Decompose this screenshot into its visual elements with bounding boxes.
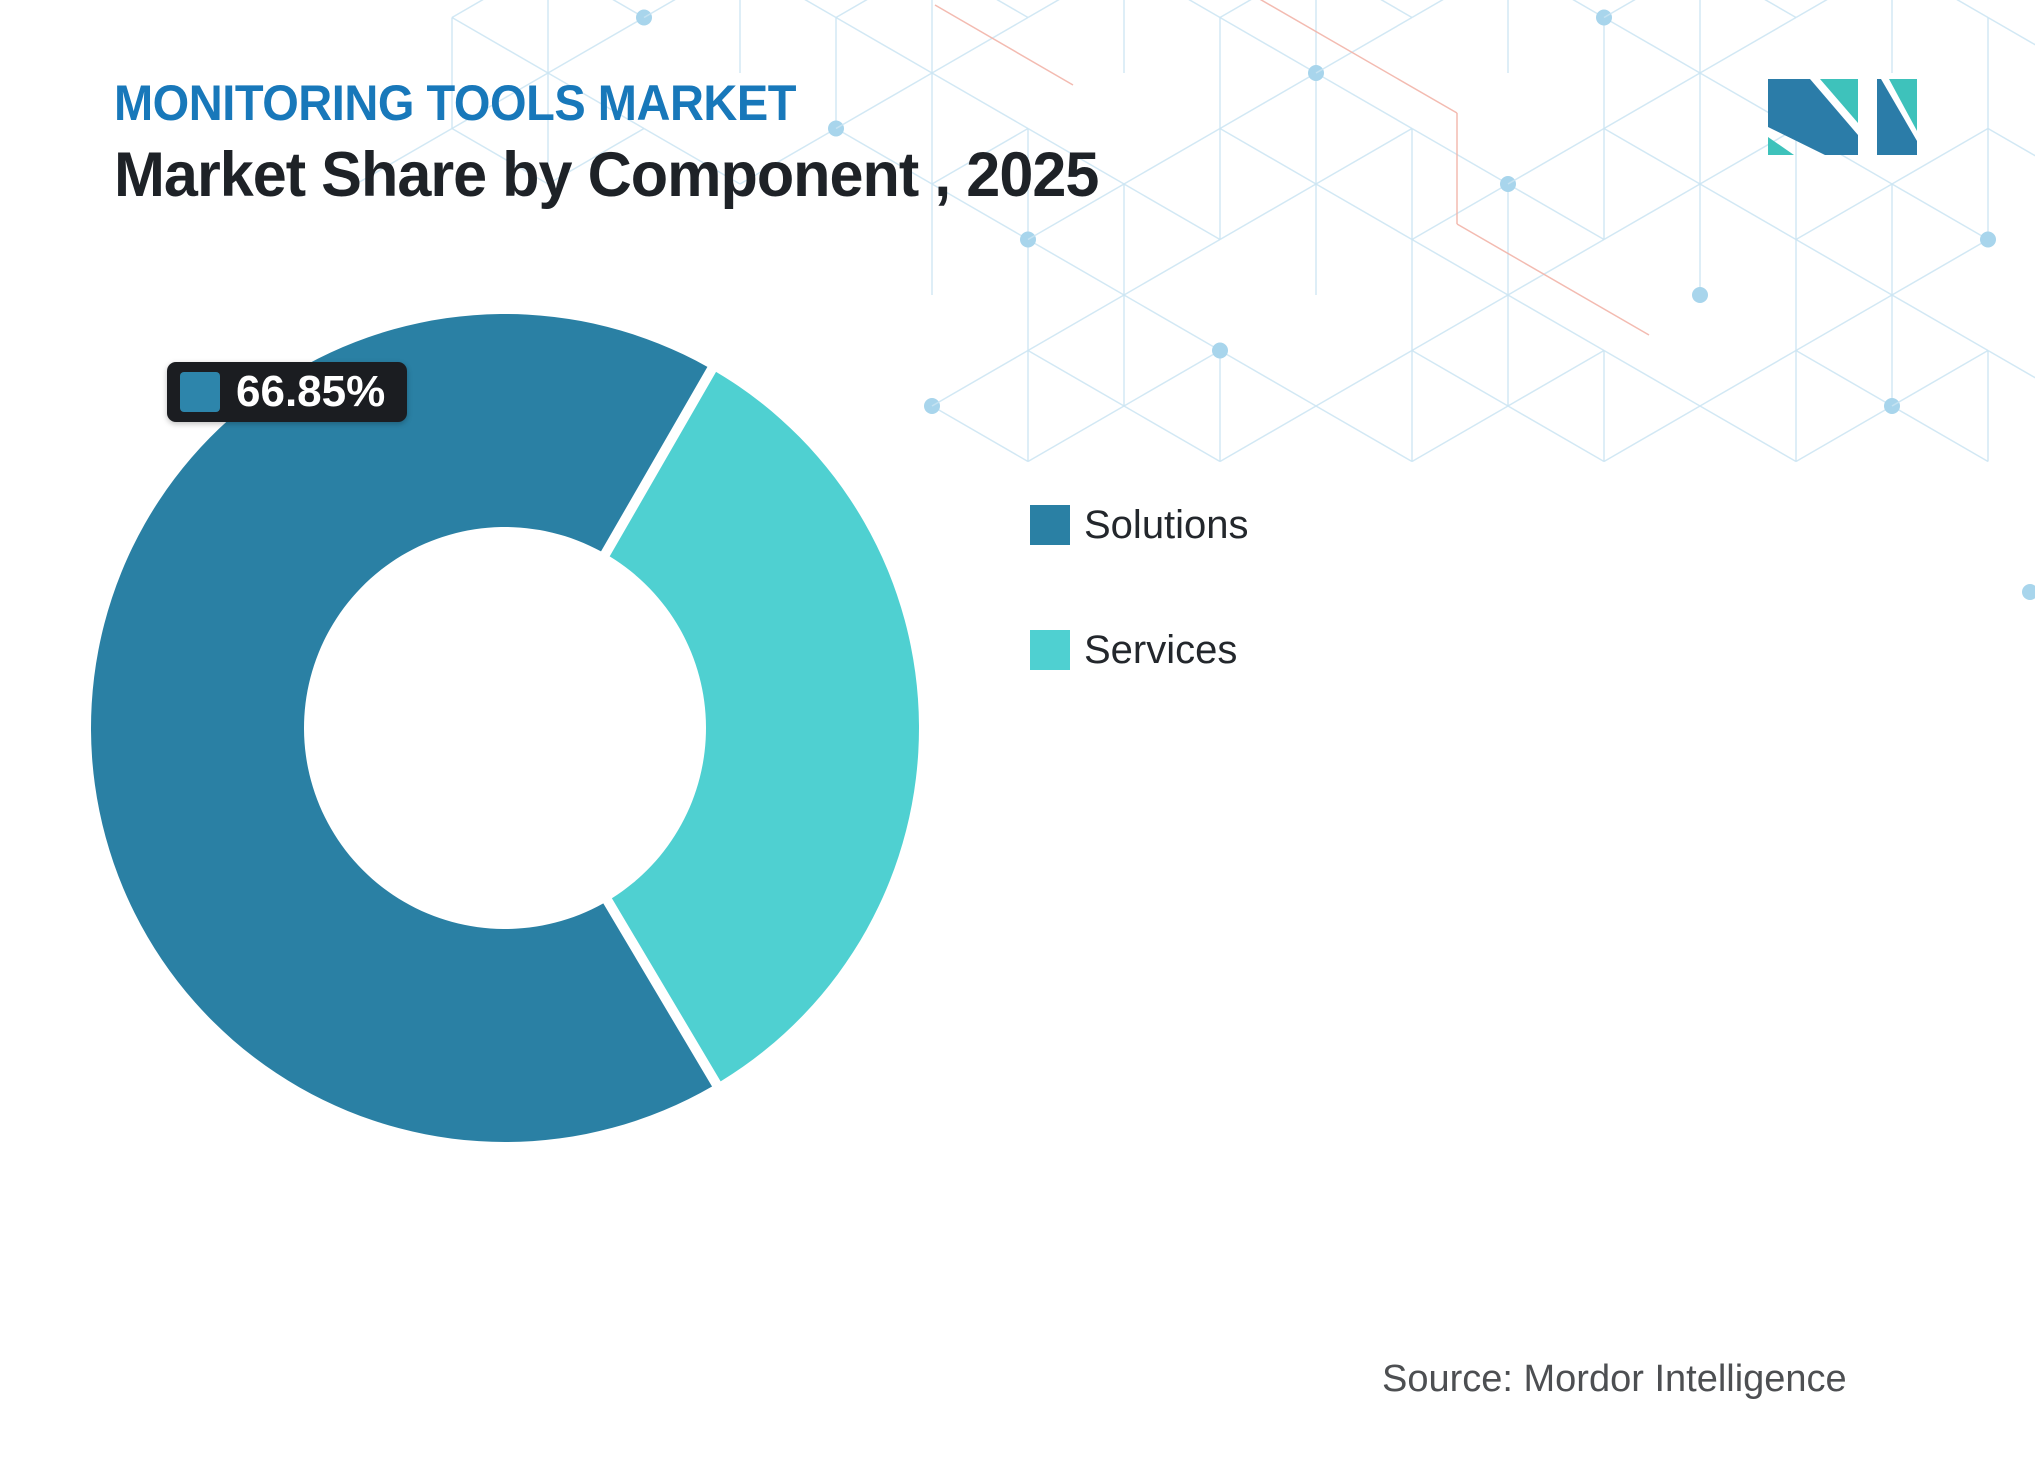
logo-left-teal-bottom-triangle: [1768, 137, 1794, 155]
legend: Solutions Services: [1030, 505, 1249, 670]
legend-swatch-services: [1030, 630, 1070, 670]
logo-right-teal-triangle: [1889, 79, 1917, 131]
legend-label-solutions: Solutions: [1084, 503, 1249, 547]
pie-slice-services[interactable]: [609, 371, 919, 1082]
logo-right-blue-shape: [1877, 79, 1917, 155]
solutions-swatch-icon: [180, 372, 220, 412]
legend-item-services[interactable]: Services: [1030, 630, 1249, 670]
legend-label-services: Services: [1084, 628, 1238, 672]
donut-chart: [90, 313, 919, 1143]
market-name-label: MONITORING TOOLS MARKET: [114, 75, 797, 131]
legend-item-solutions[interactable]: Solutions: [1030, 505, 1249, 545]
logo-left-blue-shape: [1768, 79, 1858, 155]
logo-left-teal-top-triangle: [1820, 79, 1858, 123]
mordor-intelligence-logo: [1768, 79, 1917, 155]
legend-swatch-solutions: [1030, 505, 1070, 545]
chart-title: Market Share by Component , 2025: [114, 140, 1099, 210]
source-attribution: Source: Mordor Intelligence: [1382, 1358, 1847, 1400]
data-label-value: 66.85%: [236, 367, 386, 416]
data-label-callout-solutions: 66.85%: [167, 362, 408, 422]
pie-slice-solutions[interactable]: [90, 313, 713, 1143]
header: MONITORING TOOLS MARKET Market Share by …: [114, 78, 1129, 208]
